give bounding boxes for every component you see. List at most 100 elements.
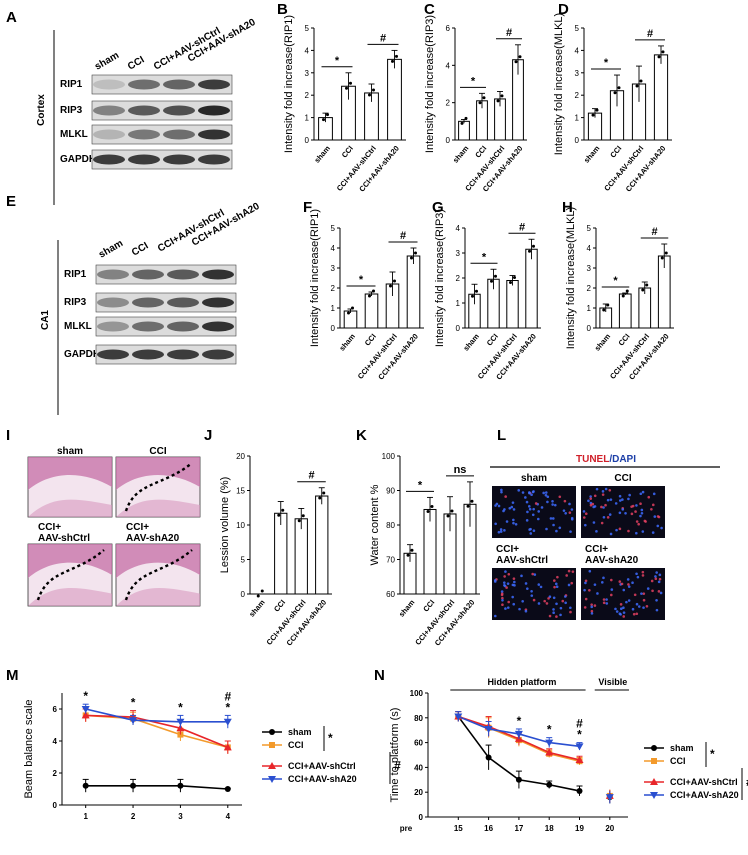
tunel-cell bbox=[618, 499, 622, 502]
section-label-hidden: Hidden platform bbox=[487, 677, 556, 687]
data-point bbox=[613, 91, 617, 95]
tunel-cell bbox=[650, 579, 654, 583]
data-point bbox=[406, 553, 410, 557]
data-point bbox=[475, 289, 478, 293]
y-tick-label: 2 bbox=[331, 284, 336, 293]
significance-mark: # bbox=[647, 28, 653, 40]
data-point bbox=[645, 283, 649, 287]
tunel-cell bbox=[555, 529, 558, 533]
tunel-cell bbox=[604, 487, 608, 491]
x-tick-label: 20 bbox=[605, 824, 614, 833]
data-point bbox=[414, 251, 417, 255]
significance-mark: * bbox=[482, 251, 487, 263]
blot-band-rip3-lane-1 bbox=[97, 297, 129, 308]
data-point bbox=[513, 276, 516, 279]
tunel-cell bbox=[614, 502, 618, 505]
tunel-cell bbox=[635, 612, 639, 616]
tunel-cell bbox=[512, 508, 516, 511]
point-cci-aav-shctrl bbox=[81, 711, 90, 719]
y-tick-label: 80 bbox=[386, 521, 395, 530]
tunel-cell bbox=[544, 491, 548, 494]
y-tick-label: 0 bbox=[419, 813, 424, 822]
data-point bbox=[509, 281, 512, 284]
tunel-cell bbox=[641, 490, 645, 494]
blot-band-mlkl-lane-4 bbox=[202, 321, 234, 332]
legend-marker-cci-aav-shctrl bbox=[650, 778, 658, 785]
tunel-cell bbox=[631, 581, 634, 585]
data-point bbox=[389, 284, 392, 288]
tunel-cell bbox=[622, 588, 626, 592]
data-point bbox=[372, 88, 375, 92]
y-tick-label: 1 bbox=[575, 114, 580, 123]
band-label-rip1: RIP1 bbox=[64, 269, 87, 280]
tunel-cell bbox=[542, 491, 545, 495]
point-cci-aav-sha20 bbox=[176, 718, 185, 726]
tunel-cell bbox=[521, 599, 524, 603]
lesion-tissue-lower-1 bbox=[28, 499, 112, 517]
tunel-cell bbox=[660, 526, 663, 530]
bar-cci bbox=[423, 508, 437, 595]
blot-band-rip1-lane-1 bbox=[97, 269, 129, 280]
x-tick-label-cci: CCI bbox=[485, 332, 500, 348]
y-tick-label: 1 bbox=[331, 304, 336, 313]
tunel-cell bbox=[635, 531, 638, 535]
tunel-cell bbox=[600, 505, 603, 509]
tunel-cell bbox=[631, 504, 635, 508]
legend-bracket-mark-2: # bbox=[394, 759, 401, 773]
data-point bbox=[514, 60, 518, 64]
tunel-cell bbox=[501, 603, 504, 607]
tunel-cell bbox=[651, 531, 655, 534]
tunel-cell bbox=[583, 588, 586, 592]
blot-strip-rip3 bbox=[95, 292, 237, 313]
bar-chart-f: 0 1 2 3 4 5 Intensity fold increase(RIP1) sham C… bbox=[309, 209, 424, 381]
y-tick-label: 0 bbox=[53, 801, 58, 810]
bar-cci-aav-sha20 bbox=[653, 54, 669, 141]
tunel-cell bbox=[493, 614, 497, 618]
tunel-cell bbox=[564, 511, 567, 515]
y-tick-label: 2 bbox=[446, 99, 451, 108]
y-tick-label: 100 bbox=[410, 689, 424, 698]
tunel-cell bbox=[561, 599, 565, 603]
tunel-cell bbox=[521, 491, 525, 494]
tunel-cell bbox=[651, 589, 654, 593]
legend-marker-cci-aav-sha20 bbox=[650, 792, 658, 799]
tunel-cell bbox=[655, 571, 658, 574]
bar-cci-aav-sha20 bbox=[525, 248, 538, 329]
tunel-cell bbox=[635, 572, 638, 576]
tunel-cell bbox=[657, 590, 661, 593]
point-cci-aav-sha20 bbox=[514, 730, 523, 738]
band-label-rip3: RIP3 bbox=[64, 297, 87, 308]
significance-mark: * bbox=[471, 75, 476, 87]
tunel-cell bbox=[500, 488, 503, 492]
tunel-cell bbox=[554, 582, 558, 586]
tunel-cell bbox=[615, 610, 619, 613]
tunel-cell bbox=[497, 530, 501, 534]
tunel-cell bbox=[536, 517, 540, 521]
blot-band-gapdh-lane-2 bbox=[128, 154, 160, 165]
data-point bbox=[664, 251, 668, 255]
tunel-cell bbox=[502, 581, 506, 584]
blot-band-gapdh-lane-1 bbox=[97, 349, 129, 360]
lesion-label-4-line-1: CCI+ bbox=[126, 522, 149, 533]
tunel-cell bbox=[627, 583, 630, 586]
data-point bbox=[281, 508, 285, 512]
tunel-cell bbox=[512, 602, 516, 606]
point-cci-aav-sha20 bbox=[575, 743, 584, 751]
tunel-cell bbox=[537, 510, 541, 513]
significance-mark: * bbox=[178, 700, 183, 714]
significance-mark: # bbox=[380, 32, 386, 44]
tunel-cell bbox=[618, 580, 622, 583]
tunel-cell bbox=[531, 513, 535, 517]
tunel-cell bbox=[642, 606, 645, 609]
lesion-tissue-3 bbox=[28, 544, 112, 579]
tunel-cell bbox=[501, 596, 504, 600]
legend-bracket-mark-1: * bbox=[328, 731, 333, 745]
tunel-title-tunel: TUNEL bbox=[576, 454, 609, 465]
y-tick-label: 3 bbox=[587, 264, 592, 273]
y-tick-label: 3 bbox=[305, 69, 310, 78]
y-tick-label: 6 bbox=[53, 705, 58, 714]
x-tick-label-sham: sham bbox=[337, 332, 357, 353]
point-cci-aav-sha20 bbox=[129, 717, 138, 725]
